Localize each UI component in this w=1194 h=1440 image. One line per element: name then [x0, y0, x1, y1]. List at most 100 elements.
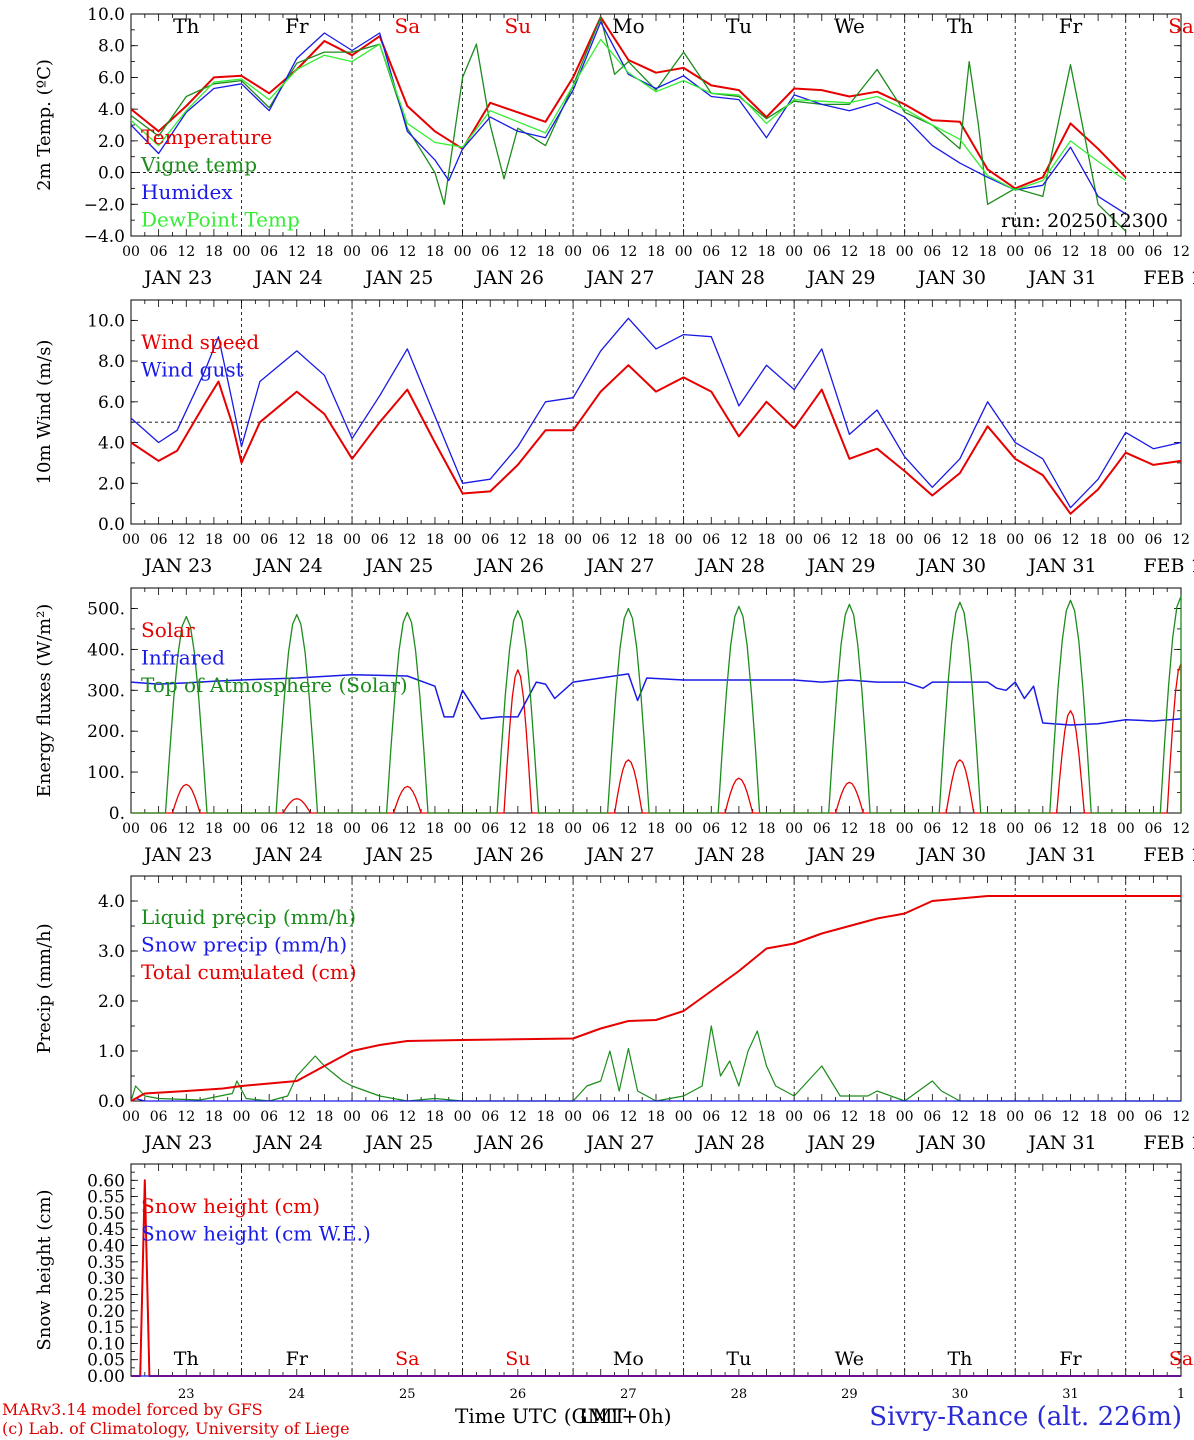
x-date-label: JAN 25	[363, 267, 433, 289]
x-hour-label: 18	[205, 821, 223, 837]
x-hour-label: 18	[426, 1109, 444, 1125]
x-hour-label: 06	[592, 821, 610, 837]
x-hour-label: 18	[537, 532, 555, 548]
x-hour-label: 12	[841, 532, 859, 548]
x-hour-label: 00	[454, 532, 472, 548]
x-hour-label: 06	[150, 821, 168, 837]
x-day-number: 23	[178, 1387, 195, 1402]
series-line-wind-gust	[130, 317, 1182, 509]
x-date-label: JAN 28	[695, 1132, 765, 1154]
legend-liquid-precip-mm-h-: Liquid precip (mm/h)	[141, 905, 356, 929]
x-date-label: JAN 26	[474, 555, 544, 577]
x-date-label: JAN 26	[474, 267, 544, 289]
weekday-label: Tu	[726, 14, 752, 38]
x-date-label: JAN 30	[916, 267, 986, 289]
weekday-label: Th	[947, 14, 973, 38]
x-hour-label: 00	[785, 244, 803, 260]
x-hour-label: 12	[951, 1109, 969, 1125]
x-day-number: 1	[1177, 1387, 1185, 1402]
chart-panel-1: −4.0 −2.0 0.0 2.0 4.0 6.0 8.0 10.0 2m Temp. (ºC)…	[34, 5, 1194, 289]
x-hour-label: 06	[813, 532, 831, 548]
y-tick-label: 0.25	[87, 1285, 125, 1305]
y-tick-label: 0.20	[87, 1302, 125, 1322]
y-tick-label: 2.0	[98, 992, 125, 1012]
x-hour-label: 18	[979, 244, 997, 260]
chart-panel-2: 0.0 2.0 4.0 6.0 8.0 10.0 10m Wind (m/s) 00 06 12 1…	[34, 299, 1194, 577]
x-hour-label: 00	[1117, 244, 1135, 260]
x-hour-label: 18	[426, 821, 444, 837]
y-tick-label: 2.0	[98, 474, 125, 494]
x-date-label: JAN 25	[363, 844, 433, 866]
x-hour-label: 06	[923, 1109, 941, 1125]
y-tick-label: 3.0	[98, 942, 125, 962]
x-hour-label: 06	[1034, 821, 1052, 837]
x-hour-label: 18	[758, 1109, 776, 1125]
x-hour-label: 12	[841, 1109, 859, 1125]
x-hour-label: 00	[1006, 1109, 1024, 1125]
x-hour-label: 06	[1034, 1109, 1052, 1125]
y-tick-label: 8.0	[98, 352, 125, 372]
weekday-label: We	[835, 1348, 864, 1370]
x-hour-label: 06	[923, 244, 941, 260]
station-name: Sivry-Rance (alt. 226m)	[869, 1402, 1182, 1432]
y-tick-label: 0.15	[87, 1318, 125, 1338]
x-hour-label: 00	[343, 821, 361, 837]
weekday-label: Sa	[1168, 14, 1194, 38]
x-hour-label: 00	[896, 1109, 914, 1125]
x-date-label: JAN 31	[1026, 844, 1096, 866]
x-hour-label: 06	[1034, 244, 1052, 260]
x-hour-label: 12	[1172, 244, 1190, 260]
x-hour-label: 12	[1062, 244, 1080, 260]
series-line-dewpoint-temp	[130, 38, 1127, 191]
x-hour-label: 00	[564, 532, 582, 548]
legend-humidex: Humidex	[141, 180, 233, 204]
x-hour-label: 06	[702, 244, 720, 260]
x-hour-label: 06	[592, 244, 610, 260]
weekday-label: Fr	[285, 14, 309, 38]
x-hour-label: 18	[1089, 1109, 1107, 1125]
x-date-label: JAN 30	[916, 1132, 986, 1154]
x-hour-label: 06	[260, 244, 278, 260]
x-hour-label: 06	[702, 821, 720, 837]
x-hour-label: 12	[1172, 1109, 1190, 1125]
x-hour-label: 00	[233, 244, 251, 260]
x-hour-label: 06	[702, 532, 720, 548]
x-date-label: JAN 24	[253, 555, 323, 577]
y-tick-label: −2.0	[84, 195, 125, 215]
legend-wind-speed: Wind speed	[141, 330, 259, 354]
x-hour-label: 00	[1117, 821, 1135, 837]
x-hour-label: 00	[896, 244, 914, 260]
lab-credit: (c) Lab. of Climatology, University of L…	[2, 1419, 350, 1438]
x-date-label: JAN 25	[363, 1132, 433, 1154]
x-hour-label: 06	[481, 532, 499, 548]
y-tick-label: 0.40	[87, 1237, 125, 1257]
x-hour-label: 12	[730, 532, 748, 548]
x-hour-label: 00	[454, 821, 472, 837]
x-hour-label: 00	[233, 1109, 251, 1125]
x-hour-label: 12	[841, 821, 859, 837]
y-tick-label: 4.0	[98, 892, 125, 912]
x-hour-label: 12	[951, 244, 969, 260]
y-tick-label: 0.30	[87, 1269, 125, 1289]
chart-panel-5: 0.000.050.100.150.200.250.300.350.400.45…	[34, 1163, 1193, 1402]
y-axis-label: 2m Temp. (ºC)	[34, 59, 55, 191]
x-hour-label: 00	[785, 1109, 803, 1125]
x-hour-label: 12	[1062, 1109, 1080, 1125]
x-hour-label: 12	[398, 1109, 416, 1125]
x-date-label: JAN 28	[695, 555, 765, 577]
x-hour-label: 00	[343, 1109, 361, 1125]
x-date-label: JAN 31	[1026, 267, 1096, 289]
x-axis-title-text: Time UTC (GMT+0h)	[455, 1404, 672, 1428]
x-date-label: JAN 24	[253, 267, 323, 289]
x-hour-label: 12	[619, 532, 637, 548]
x-date-label: JAN 23	[142, 267, 212, 289]
x-hour-label: 00	[454, 1109, 472, 1125]
weekday-label: Tu	[726, 1348, 751, 1370]
chart-panel-4: 0.0 1.0 2.0 3.0 4.0 Precip (mm/h) 00 06 12 18 00 06…	[34, 875, 1194, 1154]
x-hour-label: 18	[537, 1109, 555, 1125]
weekday-label: Sa	[395, 14, 421, 38]
x-date-label: JAN 24	[253, 1132, 323, 1154]
x-date-label: FEB 1	[1143, 844, 1194, 866]
x-date-label: JAN 24	[253, 844, 323, 866]
y-tick-label: 4.0	[98, 434, 125, 454]
